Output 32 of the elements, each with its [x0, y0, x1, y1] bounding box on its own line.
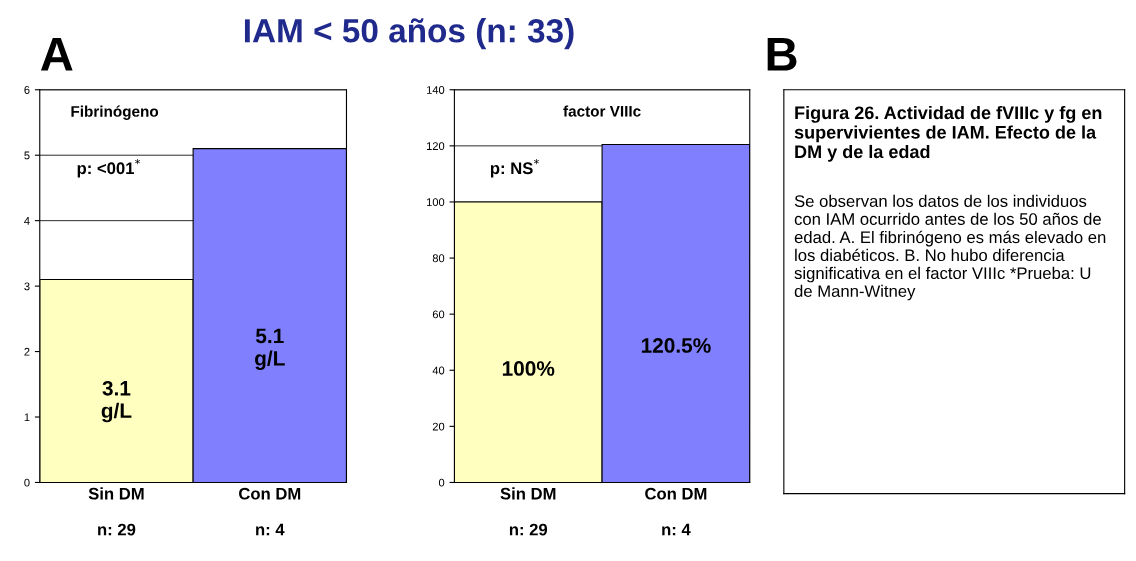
category-label: Con DM n: 4 — [239, 487, 301, 536]
text: A — [40, 38, 73, 71]
text: Figura 26. Actividad de fVIIIc y fg en supervivientes de IAM. Efecto de la DM y de la edad — [794, 105, 1102, 162]
annotation: p: <001$^{*}$ — [77, 158, 141, 178]
y-tick-label: 0 — [438, 478, 445, 487]
y-tick-label: 1 — [24, 413, 30, 422]
y-tick-label: 20 — [432, 422, 445, 431]
y-tick-label: 4 — [24, 217, 30, 225]
y-tick-label: 100 — [426, 198, 445, 207]
y-tick-label: 2 — [24, 347, 30, 356]
data-label: 100% — [502, 361, 555, 376]
data-label: 120.5% — [641, 338, 711, 353]
y-tick-label: 5 — [24, 151, 30, 160]
text: factor VIIIc — [563, 105, 641, 117]
y-tick-label: 6 — [24, 86, 30, 94]
category-label: Sin DM n: 29 — [88, 487, 144, 536]
y-tick-label: 80 — [432, 254, 445, 263]
text: Se observan los datos de los individuos con IAM ocurrido antes de los 50 años de edad. A. El fibrinógeno es más elevado en los diabéticos. B. No hubo diferencia significativa en el factor VIIIc *Prueba: U de Mann-Witney — [794, 194, 1106, 301]
annotation: p: NS$^{*}$ — [490, 158, 539, 178]
text: B — [767, 38, 797, 71]
text: IAM < 50 años (n: 33) — [244, 18, 574, 50]
y-tick-label: 60 — [432, 310, 445, 319]
y-tick-label: 3 — [24, 282, 30, 291]
data-label: 3.1 g/L — [101, 380, 132, 423]
y-tick-label: 40 — [432, 366, 445, 375]
category-label: Sin DM n: 29 — [500, 487, 556, 536]
data-label: 5.1 g/L — [255, 328, 285, 370]
category-label: Con DM n: 4 — [645, 487, 707, 536]
y-tick-label: 120 — [426, 142, 445, 150]
y-tick-label: 140 — [426, 86, 445, 94]
y-tick-label: 0 — [24, 478, 30, 487]
text: Fibrinógeno — [71, 105, 159, 120]
